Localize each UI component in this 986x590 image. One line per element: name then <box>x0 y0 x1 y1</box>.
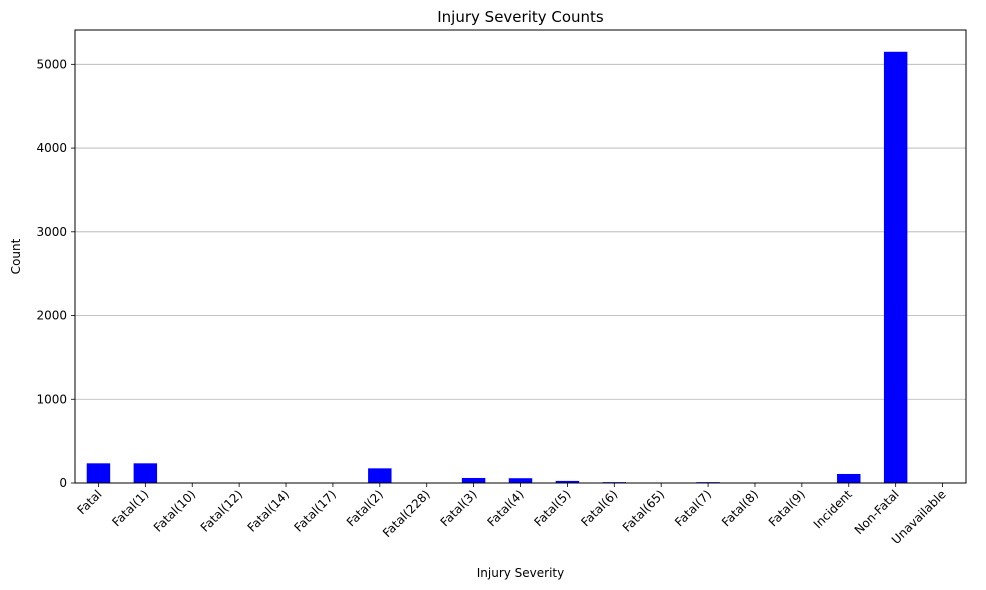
bar-fatal-1 <box>133 463 158 483</box>
x-tick-label: Fatal(5) <box>531 487 573 529</box>
chart-title: Injury Severity Counts <box>437 8 604 26</box>
x-axis: Fatal Fatal(1) Fatal(10) Fatal(12) Fatal(14)… <box>74 483 949 547</box>
x-axis-label: Injury Severity <box>477 566 565 580</box>
x-tick-label: Fatal(65) <box>620 487 668 535</box>
x-tick-label: Fatal(6) <box>578 487 620 529</box>
x-tick-label: Fatal(7) <box>672 487 714 529</box>
bar-fatal-4 <box>508 478 533 483</box>
x-tick-label: Fatal(228) <box>380 487 433 540</box>
x-tick-label: Fatal(14) <box>245 487 293 535</box>
y-tick-label: 2000 <box>36 309 67 323</box>
bar-fatal-3 <box>461 477 486 483</box>
y-axis: 0 1000 2000 3000 4000 5000 <box>36 57 75 490</box>
y-tick-label: 0 <box>59 476 67 490</box>
y-tick-label: 5000 <box>36 57 67 71</box>
x-tick-label: Fatal <box>74 487 104 517</box>
x-tick-label: Fatal(2) <box>344 487 386 529</box>
y-tick-label: 3000 <box>36 225 67 239</box>
x-tick-label: Fatal(1) <box>109 487 151 529</box>
x-tick-label: Fatal(12) <box>198 487 246 535</box>
x-tick-label: Fatal(3) <box>438 487 480 529</box>
bar-incident <box>837 473 861 483</box>
bar-fatal <box>86 463 111 483</box>
y-axis-label: Count <box>9 238 23 274</box>
plot-frame <box>74 29 967 484</box>
bar-non-fatal <box>883 51 908 484</box>
bars <box>86 51 955 484</box>
y-gridlines <box>75 63 966 400</box>
y-tick-label: 1000 <box>36 392 67 406</box>
x-tick-label: Incident <box>811 487 855 531</box>
bar-fatal-2 <box>368 468 392 483</box>
y-tick-label: 4000 <box>36 141 67 155</box>
x-tick-label: Fatal(8) <box>719 487 761 529</box>
x-tick-label: Fatal(9) <box>766 487 808 529</box>
bar-fatal-5 <box>555 480 580 483</box>
x-tick-label: Fatal(17) <box>292 487 340 535</box>
x-tick-label: Fatal(4) <box>485 487 527 529</box>
x-tick-label: Fatal(10) <box>151 487 199 535</box>
x-tick-label: Non-Fatal <box>852 487 902 537</box>
